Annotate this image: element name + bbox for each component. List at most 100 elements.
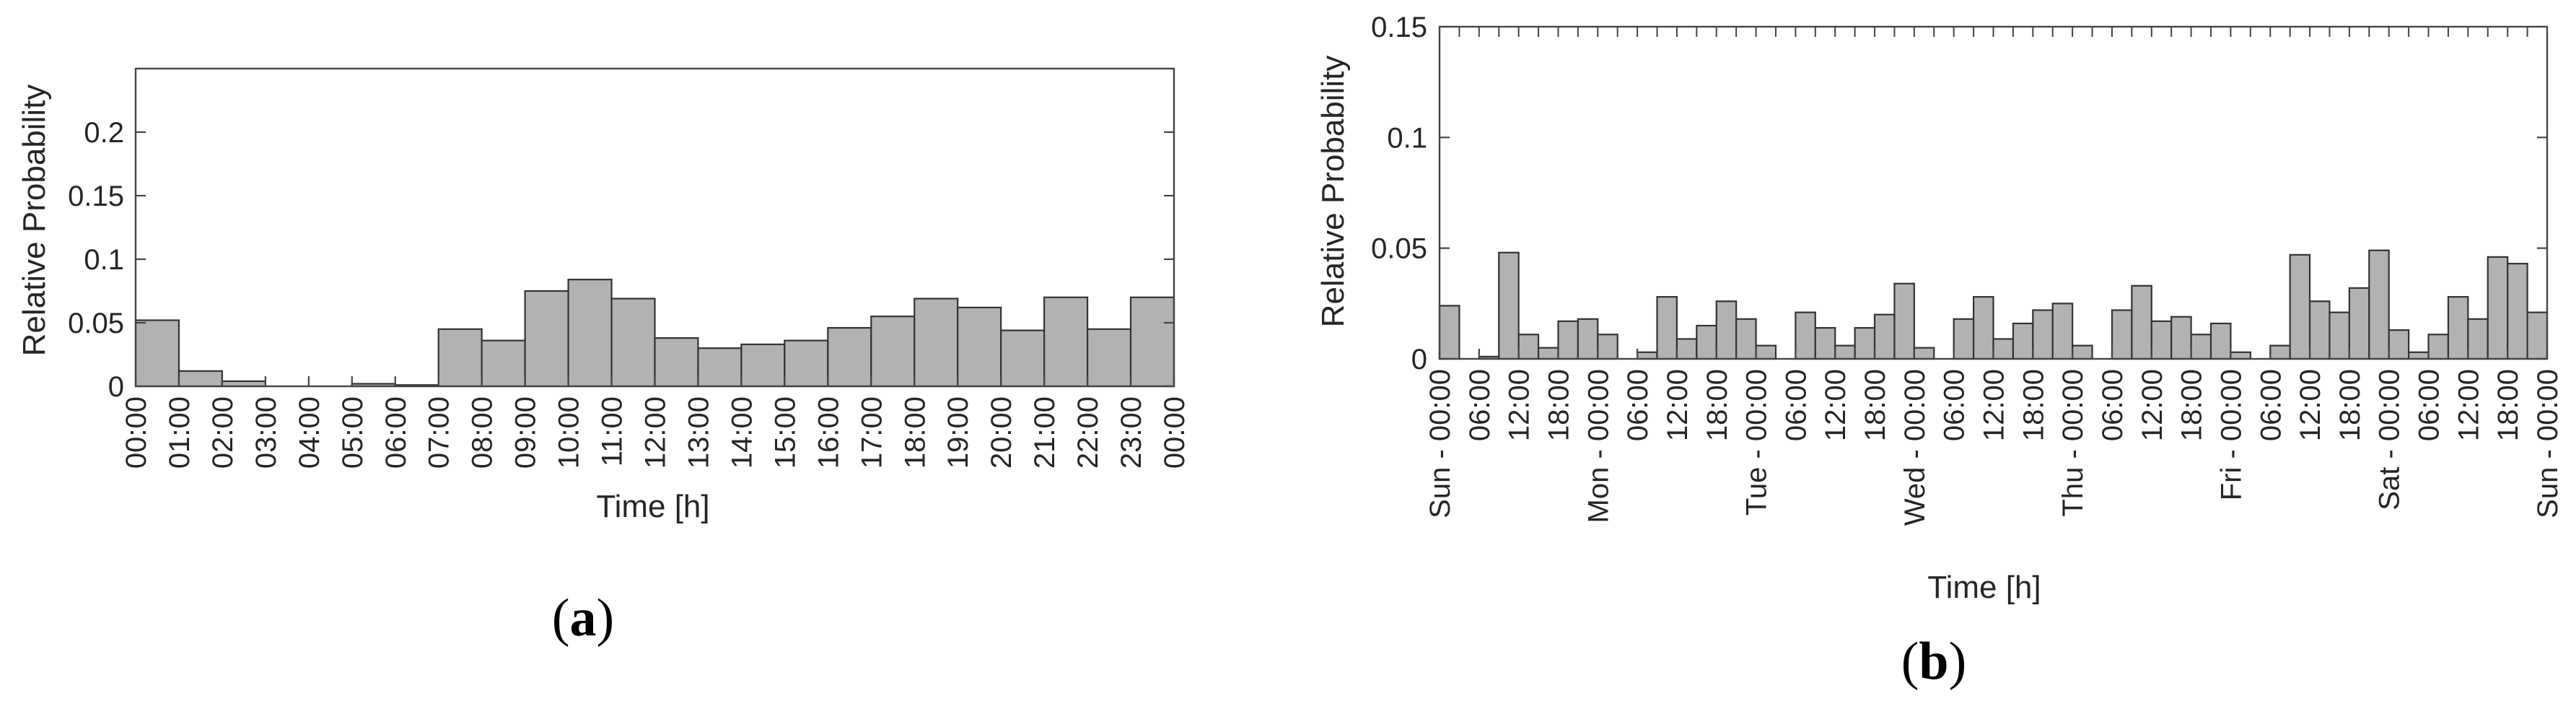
chart-a-y-tick-label: 0.2	[84, 117, 124, 149]
chart-b-bar	[2032, 309, 2054, 360]
chart-b-bar	[1735, 318, 1757, 360]
chart-a-bar	[827, 326, 872, 388]
chart-b-bar	[2408, 351, 2430, 360]
chart-b-y-tick-label: 0	[1411, 344, 1427, 375]
chart-b-x-tick-label: 06:00	[2097, 369, 2129, 441]
chart-b-bar	[2308, 300, 2331, 360]
chart-b-bar	[2190, 334, 2212, 360]
chart-a-x-tick-label: 11:00	[597, 396, 628, 466]
chart-b-x-tick-label: Sun - 00:00	[2532, 369, 2564, 518]
chart-a-caption: (a)	[552, 588, 614, 648]
chart-b-x-tick-label: 12:00	[2295, 369, 2326, 441]
chart-a-x-tick-label: 04:00	[294, 396, 325, 469]
chart-b-x-tick-label: 06:00	[1622, 369, 1654, 441]
chart-b-x-tick-label: 18:00	[2176, 369, 2208, 441]
chart-b-bar	[2427, 334, 2450, 360]
chart-b-bar	[1498, 251, 1520, 360]
chart-b-x-tick-label: Fri - 00:00	[2215, 369, 2247, 500]
chart-b-y-tick-label: 0.15	[1371, 12, 1427, 43]
chart-b-x-tick-label: 18:00	[2334, 369, 2366, 441]
chart-a-y-tick-labels: 0 0.05 0.1 0.15 0.2	[68, 117, 124, 403]
chart-a-x-tick-label: 03:00	[250, 396, 282, 469]
chart-b: 00.050.10.15 Sun - 00:00 06:00 12:00 18:00 M…	[1315, 12, 2564, 691]
chart-a-bar	[610, 297, 656, 388]
chart-b-x-tick-label: 12:00	[1820, 369, 1852, 441]
chart-b-bar	[2507, 263, 2528, 360]
chart-a-xlabel: Time [h]	[596, 489, 709, 524]
chart-a-bar	[957, 306, 1002, 388]
chart-b-bar	[1656, 296, 1678, 360]
chart-b-bar	[1537, 347, 1559, 360]
chart-a-x-tick-label: 14:00	[726, 396, 758, 469]
chart-b-ylabel: Relative Probability	[1315, 56, 1351, 328]
chart-b-y-tick-labels: 0 0.05 0.1 0.15	[1371, 12, 1427, 375]
chart-b-x-tick-label: Sun - 00:00	[1424, 369, 1456, 518]
chart-a-x-tick-label: 22:00	[1072, 396, 1104, 469]
chart-a-x-tick-label: 20:00	[986, 396, 1017, 469]
chart-a-bar	[1000, 329, 1046, 388]
chart-a-x-tick-label: 12:00	[640, 396, 672, 469]
chart-b-caption: (b)	[1901, 632, 1966, 691]
chart-a-bar	[740, 343, 786, 388]
chart-b-x-tick-label: 06:00	[1780, 369, 1812, 441]
chart-b-bar	[1755, 344, 1777, 360]
chart-a-bar	[784, 339, 829, 388]
chart-a-bar	[567, 279, 613, 388]
chart-a-x-tick-label: 09:00	[510, 396, 542, 469]
chart-b-bar	[1795, 311, 1816, 360]
chart-a-bar	[134, 319, 180, 388]
chart-b-bar	[2170, 316, 2192, 360]
chart-b-x-tick-label: 06:00	[1464, 369, 1496, 441]
chart-b-bar	[1854, 326, 1876, 360]
chart-b-bar	[1972, 296, 1994, 360]
chart-b-bar	[1715, 300, 1738, 360]
chart-b-x-tick-label: 18:00	[1543, 369, 1574, 441]
chart-b-xlabel: Time [h]	[1927, 570, 2041, 605]
chart-b-caption-letter: b	[1919, 632, 1948, 691]
chart-b-x-tick-labels: Sun - 00:00 06:00 12:00 18:00 Mon - 00:00 06:…	[1424, 369, 2564, 526]
chart-a-bar	[1086, 328, 1132, 388]
chart-b-bar	[2230, 351, 2251, 360]
chart-a: 0 0.05 0.1 0.15 0.2 00:00 01:00 02:00 03:00 04:0…	[17, 67, 1191, 648]
chart-b-bar	[1696, 324, 1717, 360]
chart-a-ylabel: Relative Probability	[17, 84, 52, 357]
chart-b-bar	[1893, 282, 1915, 360]
chart-a-y-tick-label: 0	[108, 371, 124, 403]
chart-a-bar	[524, 290, 569, 388]
chart-b-x-tick-label: Tue - 00:00	[1741, 369, 1773, 516]
chart-b-bar	[2487, 256, 2509, 360]
chart-a-x-tick-labels: 00:00 01:00 02:00 03:00 04:00 05:00 06:00 07:00…	[121, 396, 1191, 469]
chart-b-x-tick-label: Thu - 00:00	[2057, 369, 2089, 517]
chart-b-bar	[1913, 347, 1935, 360]
chart-b-bars	[1438, 249, 2549, 360]
chart-b-bar	[1637, 351, 1658, 360]
chart-b-bar	[1675, 338, 1698, 360]
chart-a-x-tick-label: 02:00	[207, 396, 239, 469]
chart-b-bar	[2526, 311, 2549, 360]
chart-b-bar	[1873, 313, 1896, 360]
chart-a-x-tick-label: 21:00	[1029, 396, 1061, 469]
chart-b-x-tick-label: 06:00	[2255, 369, 2287, 441]
chart-b-bar	[1834, 344, 1856, 360]
chart-b-x-tick-label: 18:00	[1859, 369, 1891, 441]
chart-b-bar	[1597, 334, 1618, 360]
chart-a-bar	[697, 347, 742, 388]
chart-a-x-tick-label: 01:00	[164, 396, 196, 469]
chart-a-x-tick-label: 08:00	[467, 396, 499, 469]
chart-b-bar	[2447, 296, 2469, 360]
chart-a-x-tick-label: 00:00	[1159, 396, 1191, 469]
chart-b-bar	[1814, 326, 1836, 360]
chart-a-x-tick-label: 07:00	[424, 396, 455, 469]
chart-b-bar	[2072, 344, 2093, 360]
chart-b-x-tick-label: Sat - 00:00	[2374, 369, 2406, 510]
chart-a-bars	[134, 279, 1175, 388]
chart-a-bar	[914, 297, 959, 388]
chart-a-x-tick-label: 17:00	[856, 396, 888, 469]
chart-b-axes	[1438, 25, 2549, 360]
chart-b-x-tick-label: 18:00	[2492, 369, 2524, 441]
chart-a-y-tick-label: 0.1	[84, 244, 124, 276]
chart-b-x-tick-label: 06:00	[2414, 369, 2445, 441]
chart-b-bar	[2368, 249, 2390, 360]
chart-b-bar	[2329, 311, 2350, 360]
chart-a-bar	[437, 328, 483, 388]
